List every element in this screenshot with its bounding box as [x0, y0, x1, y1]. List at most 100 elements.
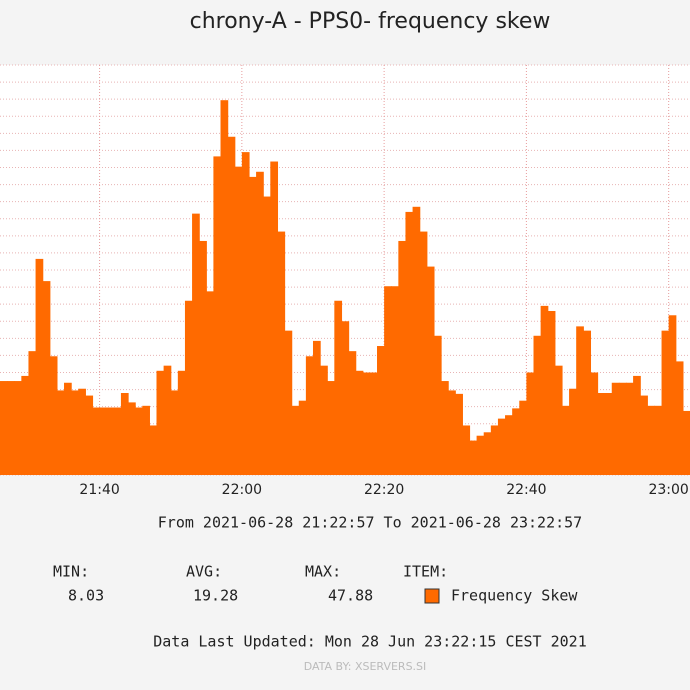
stat-value: 47.88: [328, 587, 373, 605]
area-step: [7, 381, 15, 475]
area-step: [469, 440, 478, 475]
area-step: [448, 390, 456, 475]
area-step: [142, 405, 150, 475]
area-step: [668, 315, 677, 475]
area-step: [348, 351, 357, 475]
area-step: [405, 211, 414, 475]
area-step: [384, 286, 392, 475]
updated-label: Data Last Updated: Mon 28 Jun 23:22:15 C…: [153, 633, 586, 651]
area-step: [476, 435, 485, 475]
area-step: [362, 372, 371, 475]
area-step: [369, 372, 378, 475]
area-step: [590, 372, 599, 475]
area-step: [49, 356, 58, 475]
area-step: [647, 405, 656, 475]
area-step: [640, 395, 648, 475]
stat-value: 8.03: [68, 587, 104, 605]
area-step: [206, 291, 215, 475]
area-step: [28, 351, 37, 475]
area-step: [583, 330, 592, 475]
area-step: [554, 365, 563, 475]
area-step: [184, 300, 193, 475]
area-step: [56, 390, 65, 475]
area-step: [21, 375, 30, 475]
area-step: [497, 418, 506, 475]
area-step: [263, 196, 271, 475]
area-step: [284, 330, 293, 475]
area-step: [462, 425, 471, 475]
area-step: [192, 213, 200, 475]
area-step: [78, 388, 86, 475]
area-step: [42, 281, 51, 475]
area-step: [391, 286, 399, 475]
area-step: [163, 365, 172, 475]
area-step: [341, 321, 350, 475]
area-step: [576, 326, 584, 475]
item-label: ITEM:: [403, 563, 448, 581]
area-step: [298, 400, 307, 475]
chart-title: chrony-A - PPS0- frequency skew: [190, 9, 551, 34]
area-step: [256, 171, 264, 476]
area-step: [519, 400, 527, 475]
area-step: [661, 330, 670, 475]
area-step: [156, 370, 165, 475]
area-step: [604, 393, 613, 475]
area-step: [85, 395, 94, 475]
area-step: [199, 240, 207, 475]
area-step: [92, 407, 101, 475]
x-tick-label: 23:00: [648, 482, 688, 498]
area-step: [291, 405, 300, 475]
area-step: [505, 415, 513, 475]
area-step: [135, 407, 143, 475]
area-step: [241, 152, 250, 475]
area-step: [561, 405, 570, 475]
area-step: [305, 356, 314, 475]
area-step: [412, 206, 421, 475]
area-step: [433, 335, 442, 475]
area-step: [35, 258, 44, 475]
area-step: [248, 176, 257, 476]
area-step: [213, 156, 222, 476]
area-step: [483, 432, 492, 475]
area-step: [106, 407, 115, 475]
area-step: [526, 372, 535, 475]
area: [0, 100, 690, 476]
area-step: [675, 361, 684, 475]
area-step: [682, 410, 690, 475]
area-step: [71, 390, 79, 475]
area-step: [441, 381, 449, 475]
area-step: [270, 161, 279, 476]
area-step: [14, 381, 22, 475]
area-step: [334, 300, 343, 475]
range-label: From 2021-06-28 21:22:57 To 2021-06-28 2…: [158, 514, 582, 532]
area-step: [597, 393, 606, 475]
area-step: [419, 231, 428, 475]
area-step: [426, 266, 435, 475]
area-step: [327, 381, 335, 475]
area-step: [618, 382, 627, 475]
area-step: [227, 136, 236, 475]
area-step: [113, 407, 122, 475]
area-step: [455, 393, 463, 475]
stat-label: MAX:: [305, 563, 341, 581]
stat-value: 19.28: [193, 587, 238, 605]
area-step: [277, 231, 286, 475]
area-step: [177, 370, 186, 475]
stat-label: AVG:: [186, 563, 222, 581]
area-step: [355, 370, 364, 475]
area-step: [625, 382, 634, 475]
area-step: [512, 408, 520, 475]
area-step: [569, 388, 577, 475]
area-step: [149, 425, 158, 475]
legend-label: Frequency Skew: [451, 587, 578, 605]
x-tick-label: 22:00: [222, 482, 262, 498]
stat-label: MIN:: [53, 563, 89, 581]
area-step: [547, 311, 556, 475]
area-step: [128, 402, 136, 475]
area-step: [320, 365, 328, 475]
area-step: [398, 240, 407, 475]
area-step: [99, 407, 108, 475]
area-step: [312, 340, 321, 475]
